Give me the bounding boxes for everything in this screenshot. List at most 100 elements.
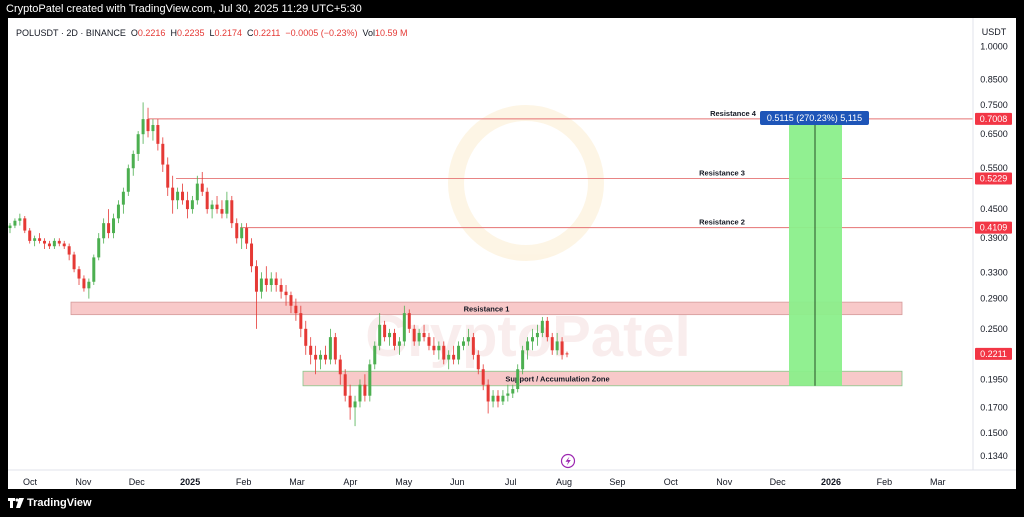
candle-body (254, 266, 258, 292)
candle-body (87, 281, 91, 289)
x-tick-label: May (395, 477, 413, 487)
price-axis[interactable]: 1.0000 0.8500 0.7500 0.6500 0.5500 0.4500 0.39… (980, 41, 1008, 460)
candle-body (447, 354, 451, 360)
candle-body (210, 204, 214, 210)
candle-body (250, 243, 254, 267)
x-tick-label: Apr (343, 477, 357, 487)
y-tick-label: 0.7500 (980, 100, 1008, 110)
x-tick-label: Dec (129, 477, 146, 487)
candle-body (33, 238, 37, 241)
y-tick-label: 0.2500 (980, 324, 1008, 334)
candle-body (452, 354, 456, 360)
time-axis[interactable]: Oct Nov Dec 2025 Feb Mar Apr May Jun Jul Aug Sep Oct… (23, 477, 946, 487)
candle-body (516, 369, 520, 390)
candle-body (397, 341, 401, 346)
candle-body (47, 243, 51, 247)
zone-label: Support / Accumulation Zone (505, 375, 609, 384)
chart-frame (8, 18, 1016, 489)
y-tick-label: 0.5500 (980, 163, 1008, 173)
bolt-icon[interactable] (560, 453, 576, 469)
candle-body (388, 332, 392, 338)
low-value: 0.2174 (214, 28, 243, 38)
candle-body (102, 223, 106, 239)
y-tick-label: 0.3900 (980, 233, 1008, 243)
candle-body (215, 204, 219, 210)
x-tick-label: Mar (289, 477, 305, 487)
x-tick-label: Dec (770, 477, 787, 487)
candle-body (526, 341, 530, 351)
current-price-tag-text: 0.2211 (980, 349, 1007, 359)
candle-body (422, 332, 426, 338)
attribution-text: CryptoPatel created with TradingView.com… (6, 3, 362, 15)
tradingview-logo[interactable]: TradingView (8, 497, 92, 509)
candle-body (555, 341, 559, 351)
volume-label: Vol (362, 28, 376, 38)
candle-body (190, 200, 194, 210)
candle-body (126, 168, 130, 192)
close-label: C (247, 28, 254, 38)
candle-body (338, 359, 342, 375)
x-tick-label: 2025 (180, 477, 200, 487)
candle-body (323, 354, 327, 360)
candle-body (97, 238, 101, 258)
level-price-tag (975, 112, 1012, 125)
candle-body (565, 353, 569, 355)
candle-body (166, 164, 170, 188)
candle-body (38, 238, 42, 241)
candle-body (481, 369, 485, 385)
x-tick-label: Aug (556, 477, 572, 487)
tradingview-text: TradingView (27, 497, 92, 509)
candle-body (560, 341, 564, 355)
candle-body (407, 313, 411, 329)
zone-label: Resistance 1 (464, 304, 510, 313)
high-value: 0.2235 (176, 28, 205, 38)
candle-body (18, 218, 22, 221)
candle-body (23, 218, 27, 231)
low-label: L (209, 28, 215, 38)
x-tick-label: Jun (450, 477, 465, 487)
candle-body (8, 225, 12, 229)
high-label: H (170, 28, 177, 38)
candle-body (328, 337, 332, 360)
candle-body (373, 345, 377, 365)
candle-body (476, 354, 480, 370)
y-tick-label: 0.1950 (980, 374, 1008, 384)
candle-body (43, 240, 47, 244)
candle-body (52, 240, 56, 247)
y-tick-label: 0.1340 (980, 451, 1008, 461)
candle-body (412, 328, 416, 342)
candle-body (264, 278, 268, 286)
level-label: Resistance 4 (710, 109, 757, 118)
candle-body (146, 119, 150, 132)
candle-body (343, 374, 347, 396)
close-value: 0.2211 (253, 28, 281, 38)
candle-body (299, 313, 303, 329)
level-price-tag-text: 0.5229 (980, 174, 1008, 184)
x-tick-label: Nov (75, 477, 92, 487)
candle-body (116, 204, 120, 219)
candle-body (289, 295, 293, 306)
projection: 0.5115 (270.23%) 5,115 (760, 111, 869, 386)
measure-label: 0.5115 (270.23%) 5,115 (767, 113, 862, 123)
candle-body (471, 337, 475, 355)
candle-body (535, 332, 539, 338)
ohlc-legend: POLUSDT · 2D · BINANCE O0.2216 H0.2235 L… (16, 28, 408, 38)
level-price-tag-text: 0.4109 (980, 223, 1008, 233)
candle-body (432, 345, 436, 351)
zone-rect (302, 370, 903, 387)
candle-body (540, 320, 544, 333)
candle-body (304, 328, 308, 346)
candle-body (506, 393, 510, 396)
candle-body (131, 153, 135, 169)
attribution-bar: CryptoPatel created with TradingView.com… (0, 0, 1024, 18)
candle-body (319, 354, 323, 360)
candle-body (181, 191, 185, 201)
candle-body (457, 345, 461, 360)
zones: Resistance 1 Support / Accumulation Zone (70, 301, 903, 387)
candle-body (72, 254, 76, 270)
y-tick-label: 0.4500 (980, 204, 1008, 214)
candle-body (13, 220, 17, 226)
level-label: Resistance 2 (699, 218, 745, 227)
candle-body (200, 183, 204, 192)
